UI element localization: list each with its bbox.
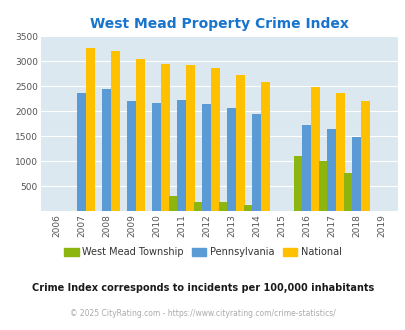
Bar (360, 101, 369, 211)
Bar (193, 202, 202, 211)
Bar (161, 64, 169, 211)
Bar (136, 59, 145, 211)
Bar (152, 103, 161, 211)
Bar (227, 108, 236, 211)
Bar (243, 205, 252, 211)
Title: West Mead Property Crime Index: West Mead Property Crime Index (90, 17, 348, 31)
Legend: West Mead Township, Pennsylvania, National: West Mead Township, Pennsylvania, Nation… (60, 243, 345, 261)
Bar (86, 48, 95, 211)
Bar (335, 93, 344, 211)
Bar (343, 173, 352, 211)
Text: © 2025 CityRating.com - https://www.cityrating.com/crime-statistics/: © 2025 CityRating.com - https://www.city… (70, 309, 335, 318)
Bar (260, 82, 269, 211)
Bar (318, 161, 326, 211)
Bar (202, 104, 211, 211)
Bar (111, 51, 119, 211)
Bar (302, 125, 310, 211)
Bar (77, 93, 86, 211)
Bar (211, 68, 220, 211)
Bar (236, 75, 244, 211)
Bar (127, 101, 136, 211)
Bar (310, 87, 319, 211)
Bar (177, 100, 185, 211)
Bar (252, 114, 260, 211)
Bar (326, 129, 335, 211)
Bar (352, 137, 360, 211)
Bar (293, 156, 302, 211)
Bar (185, 65, 194, 211)
Bar (168, 196, 177, 211)
Text: Crime Index corresponds to incidents per 100,000 inhabitants: Crime Index corresponds to incidents per… (32, 283, 373, 293)
Bar (102, 89, 111, 211)
Bar (218, 202, 227, 211)
